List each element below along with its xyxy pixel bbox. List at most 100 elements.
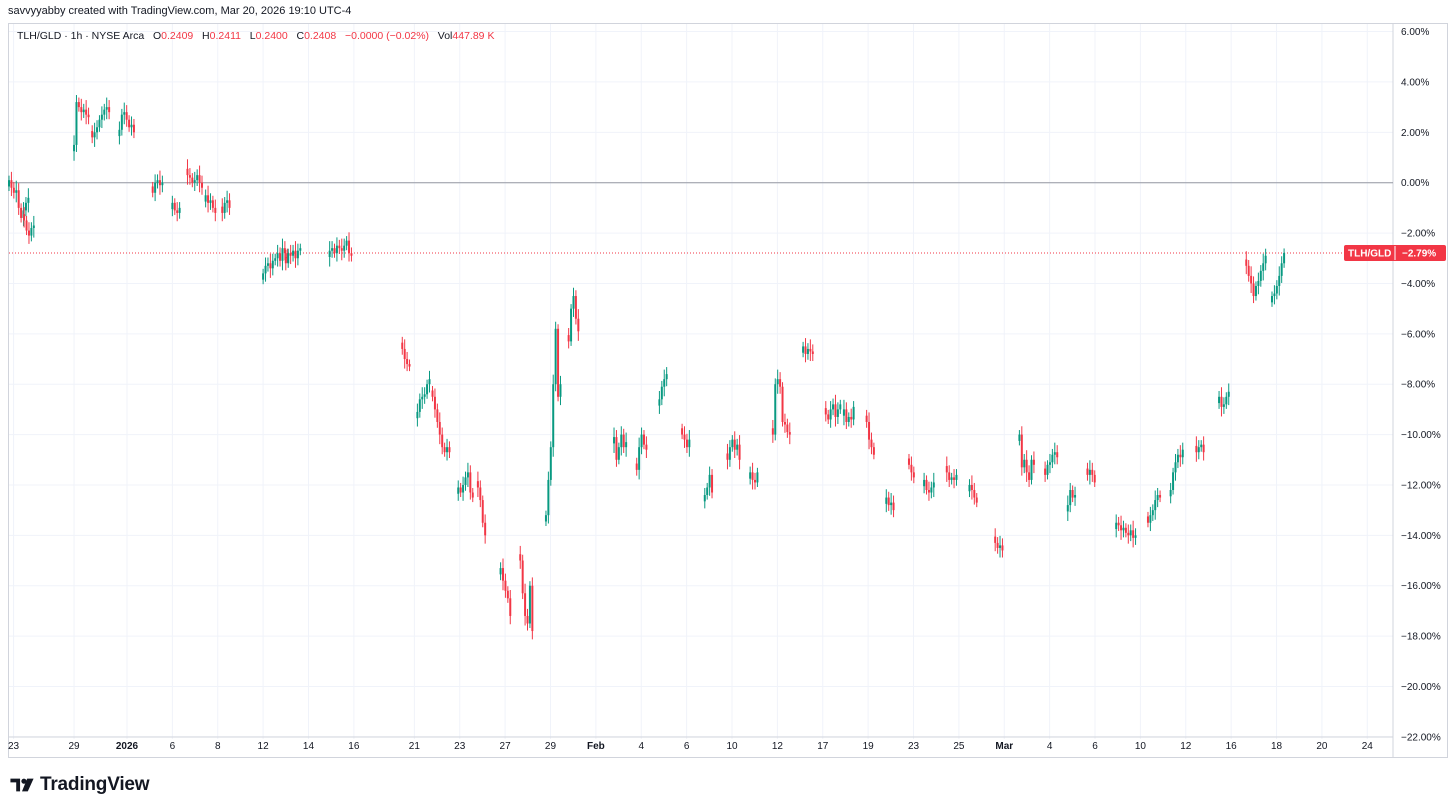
x-tick-label: 21: [409, 741, 421, 752]
candle-body: [1025, 459, 1028, 473]
candle-body: [1117, 522, 1120, 526]
candle-body: [887, 497, 890, 506]
candle-body: [1273, 293, 1276, 297]
chart-header: savvyyabby created with TradingView.com,…: [0, 0, 1456, 22]
candle-body: [262, 273, 265, 280]
candle-body: [932, 482, 935, 488]
candle-body: [804, 346, 807, 354]
footer: TradingView: [8, 772, 150, 798]
candle-body: [809, 348, 812, 352]
candle-body: [1134, 535, 1137, 538]
y-axis[interactable]: 6.00% 4.00% 2.00% 0.00% −2.00% −4.00% −6.00% −8…: [1401, 27, 1441, 743]
candle-body: [98, 119, 101, 128]
candle-body: [544, 515, 547, 522]
candle-body: [1122, 527, 1125, 531]
candle-body: [635, 463, 638, 470]
candle-body: [1088, 469, 1091, 475]
tradingview-logo-icon[interactable]: [8, 776, 36, 794]
candle-body: [479, 487, 482, 501]
candle-body: [423, 394, 426, 397]
y-tick-label: −8.00%: [1401, 380, 1435, 391]
x-tick-label: 29: [545, 741, 557, 752]
candle-body: [1028, 472, 1031, 480]
candle-body: [296, 250, 299, 259]
candle-body: [128, 119, 131, 128]
x-tick-label: 4: [1047, 741, 1053, 752]
x-tick-label: 8: [215, 741, 221, 752]
candle-body: [557, 328, 560, 397]
symbol-legend[interactable]: TLH/GLD · 1h · NYSE Arca O0.2409 H0.2411…: [17, 30, 494, 42]
candle-body: [201, 182, 204, 188]
candle-body: [75, 102, 78, 145]
chart-frame[interactable]: [8, 23, 1448, 758]
y-tick-label: −22.00%: [1401, 732, 1441, 743]
candle-body: [996, 542, 999, 548]
candle-body: [154, 182, 157, 193]
candle-body: [1048, 462, 1051, 465]
candle-body: [276, 253, 279, 259]
x-tick-label: 16: [348, 741, 360, 752]
candle-body: [158, 180, 161, 186]
candle-body: [1245, 259, 1248, 266]
x-tick-label: 23: [8, 741, 20, 752]
candle-body: [728, 447, 731, 460]
candle-body: [299, 248, 302, 251]
candle-body: [1030, 459, 1033, 480]
legend-vol: 447.89 K: [452, 30, 495, 42]
legend-symbol[interactable]: TLH/GLD · 1h · NYSE Arca: [17, 30, 145, 42]
candle-body: [509, 598, 512, 616]
candle-body: [1218, 396, 1221, 404]
candle-body: [927, 489, 930, 493]
candle-body: [281, 248, 284, 261]
candle-body: [1051, 454, 1054, 463]
candle-body: [731, 439, 734, 448]
candle-body: [416, 411, 419, 419]
candle-body: [829, 409, 832, 420]
candle-body: [975, 497, 978, 503]
candle-body: [103, 109, 106, 115]
candle-body: [1151, 510, 1154, 516]
candle-body: [223, 202, 226, 213]
y-tick-label: −16.00%: [1401, 581, 1441, 592]
candle-body: [198, 175, 201, 183]
candle-body: [345, 240, 348, 246]
x-tick-label: 12: [258, 741, 270, 752]
candle-body: [283, 248, 286, 254]
candle-body: [30, 228, 33, 236]
candle-body: [638, 447, 641, 470]
candle-body: [711, 474, 714, 493]
candle-body: [999, 545, 1002, 548]
candle-body: [406, 359, 409, 365]
candle-body: [431, 390, 434, 397]
candle-body: [907, 458, 910, 465]
candle-body: [178, 207, 181, 213]
tradingview-wordmark[interactable]: TradingView: [40, 774, 150, 795]
candle-body: [994, 536, 997, 543]
candle-body: [93, 132, 96, 138]
candle-body: [620, 434, 623, 448]
candle-body: [736, 444, 739, 450]
x-tick-label: 6: [1092, 741, 1098, 752]
legend-close-label: C: [296, 30, 305, 42]
candle-body: [681, 428, 684, 435]
candle-body: [572, 296, 575, 309]
candle-body: [923, 479, 926, 487]
candle-body: [1275, 285, 1278, 294]
legend-open: 0.2409: [161, 30, 194, 42]
candle-body: [526, 615, 529, 624]
candle-body: [549, 447, 552, 480]
candle-body: [577, 318, 580, 332]
x-tick-label: 16: [1226, 741, 1238, 752]
candle-body: [706, 487, 709, 496]
candle-body: [73, 144, 76, 152]
x-tick-label: 27: [500, 741, 512, 752]
x-axis[interactable]: 23 29 2026 6 8 12 14 16 21 23 27 29 Feb 4 6 10 12 17 19 23 2…: [8, 741, 1373, 752]
candle-body: [1156, 495, 1159, 501]
candle-body: [214, 207, 217, 213]
candle-body: [868, 421, 871, 440]
candle-body: [17, 190, 20, 208]
candle-body: [151, 186, 154, 193]
last-price-tag[interactable]: TLH/GLD −2.79%: [1344, 244, 1446, 261]
x-tick-label: 12: [772, 741, 784, 752]
